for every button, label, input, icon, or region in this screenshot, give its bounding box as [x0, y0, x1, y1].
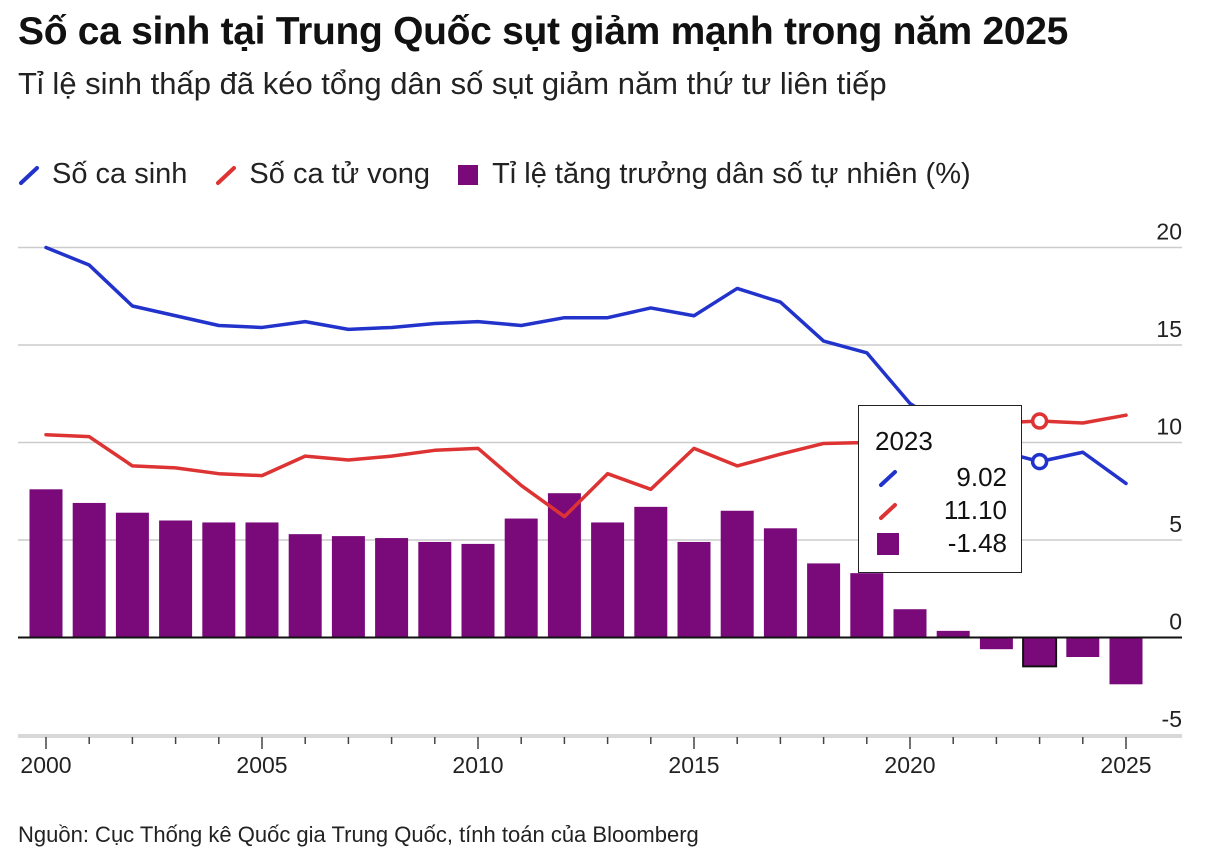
- growth-bar-icon: [877, 532, 899, 555]
- births-line-icon: [879, 469, 897, 487]
- chart-title: Số ca sinh tại Trung Quốc sụt giảm mạnh …: [18, 10, 1068, 53]
- legend-item-births: Số ca sinh: [18, 158, 187, 191]
- growth-bar: [850, 573, 884, 638]
- tooltip-growth-value: -1.48: [947, 528, 1007, 558]
- x-tick-label: 2025: [1100, 752, 1151, 778]
- legend-label-deaths: Số ca tử vong: [249, 158, 431, 190]
- x-tick-label: 2015: [668, 752, 719, 778]
- growth-bar: [1109, 637, 1143, 685]
- births-line-icon: [19, 165, 39, 185]
- growth-bar: [159, 520, 193, 638]
- tooltip-row-growth: -1.48: [875, 528, 1007, 559]
- growth-bar: [418, 541, 452, 638]
- y-tick-label: 20: [1156, 219, 1182, 245]
- y-tick-label: 15: [1156, 316, 1182, 342]
- growth-bar: [504, 518, 538, 638]
- growth-bar-icon: [458, 164, 479, 185]
- growth-bar: [807, 563, 841, 638]
- source-note: Nguồn: Cục Thống kê Quốc gia Trung Quốc,…: [18, 822, 699, 847]
- growth-bar: [115, 512, 149, 638]
- x-tick-label: 2005: [236, 752, 287, 778]
- legend-label-births: Số ca sinh: [52, 158, 188, 190]
- growth-bar: [461, 543, 495, 638]
- chart-subtitle: Tỉ lệ sinh thấp đã kéo tổng dân số sụt g…: [18, 66, 887, 101]
- tooltip-deaths-value: 11.10: [943, 495, 1007, 525]
- tooltip-births-value: 9.02: [956, 462, 1007, 492]
- growth-bar: [288, 534, 322, 638]
- deaths-line-highlight-point: [1030, 412, 1049, 430]
- growth-bar: [936, 630, 970, 638]
- growth-bar: [634, 506, 668, 638]
- legend: Số ca sinh Số ca tử vong Tỉ lệ tăng trưở…: [18, 158, 999, 191]
- y-tick-label: 0: [1169, 609, 1182, 635]
- growth-bar: [1066, 637, 1100, 657]
- x-tick-label: 2000: [20, 752, 71, 778]
- growth-bar: [720, 510, 754, 638]
- tooltip-year: 2023: [875, 426, 933, 456]
- growth-bar: [202, 522, 236, 638]
- growth-bar: [72, 502, 106, 638]
- growth-bar: [29, 489, 63, 638]
- x-tick-label: 2020: [884, 752, 935, 778]
- growth-bar: [677, 541, 711, 638]
- births-line-highlight-point: [1030, 452, 1049, 471]
- growth-bar: [763, 528, 797, 638]
- growth-bar: [893, 609, 927, 638]
- deaths-line-icon: [879, 502, 897, 520]
- growth-bar: [591, 522, 625, 638]
- x-tick-label: 2010: [452, 752, 503, 778]
- deaths-line-icon: [216, 165, 237, 185]
- y-tick-label: 10: [1156, 414, 1182, 440]
- legend-item-growth: Tỉ lệ tăng trưởng dân số tự nhiên (%): [458, 158, 971, 191]
- legend-label-growth: Tỉ lệ tăng trưởng dân số tự nhiên (%): [492, 158, 971, 190]
- growth-bar: [331, 536, 365, 638]
- growth-bar: [375, 538, 409, 638]
- growth-bar: [979, 637, 1013, 650]
- growth-bar: [245, 522, 279, 638]
- tooltip: 2023 9.02 11.10 -1.48: [858, 405, 1022, 573]
- growth-bar: [1022, 636, 1058, 668]
- y-tick-label: 5: [1169, 511, 1182, 537]
- tooltip-row-births: 9.02: [875, 462, 1007, 493]
- legend-item-deaths: Số ca tử vong: [215, 158, 430, 191]
- tooltip-row-deaths: 11.10: [875, 495, 1007, 526]
- y-tick-label: -5: [1162, 706, 1182, 732]
